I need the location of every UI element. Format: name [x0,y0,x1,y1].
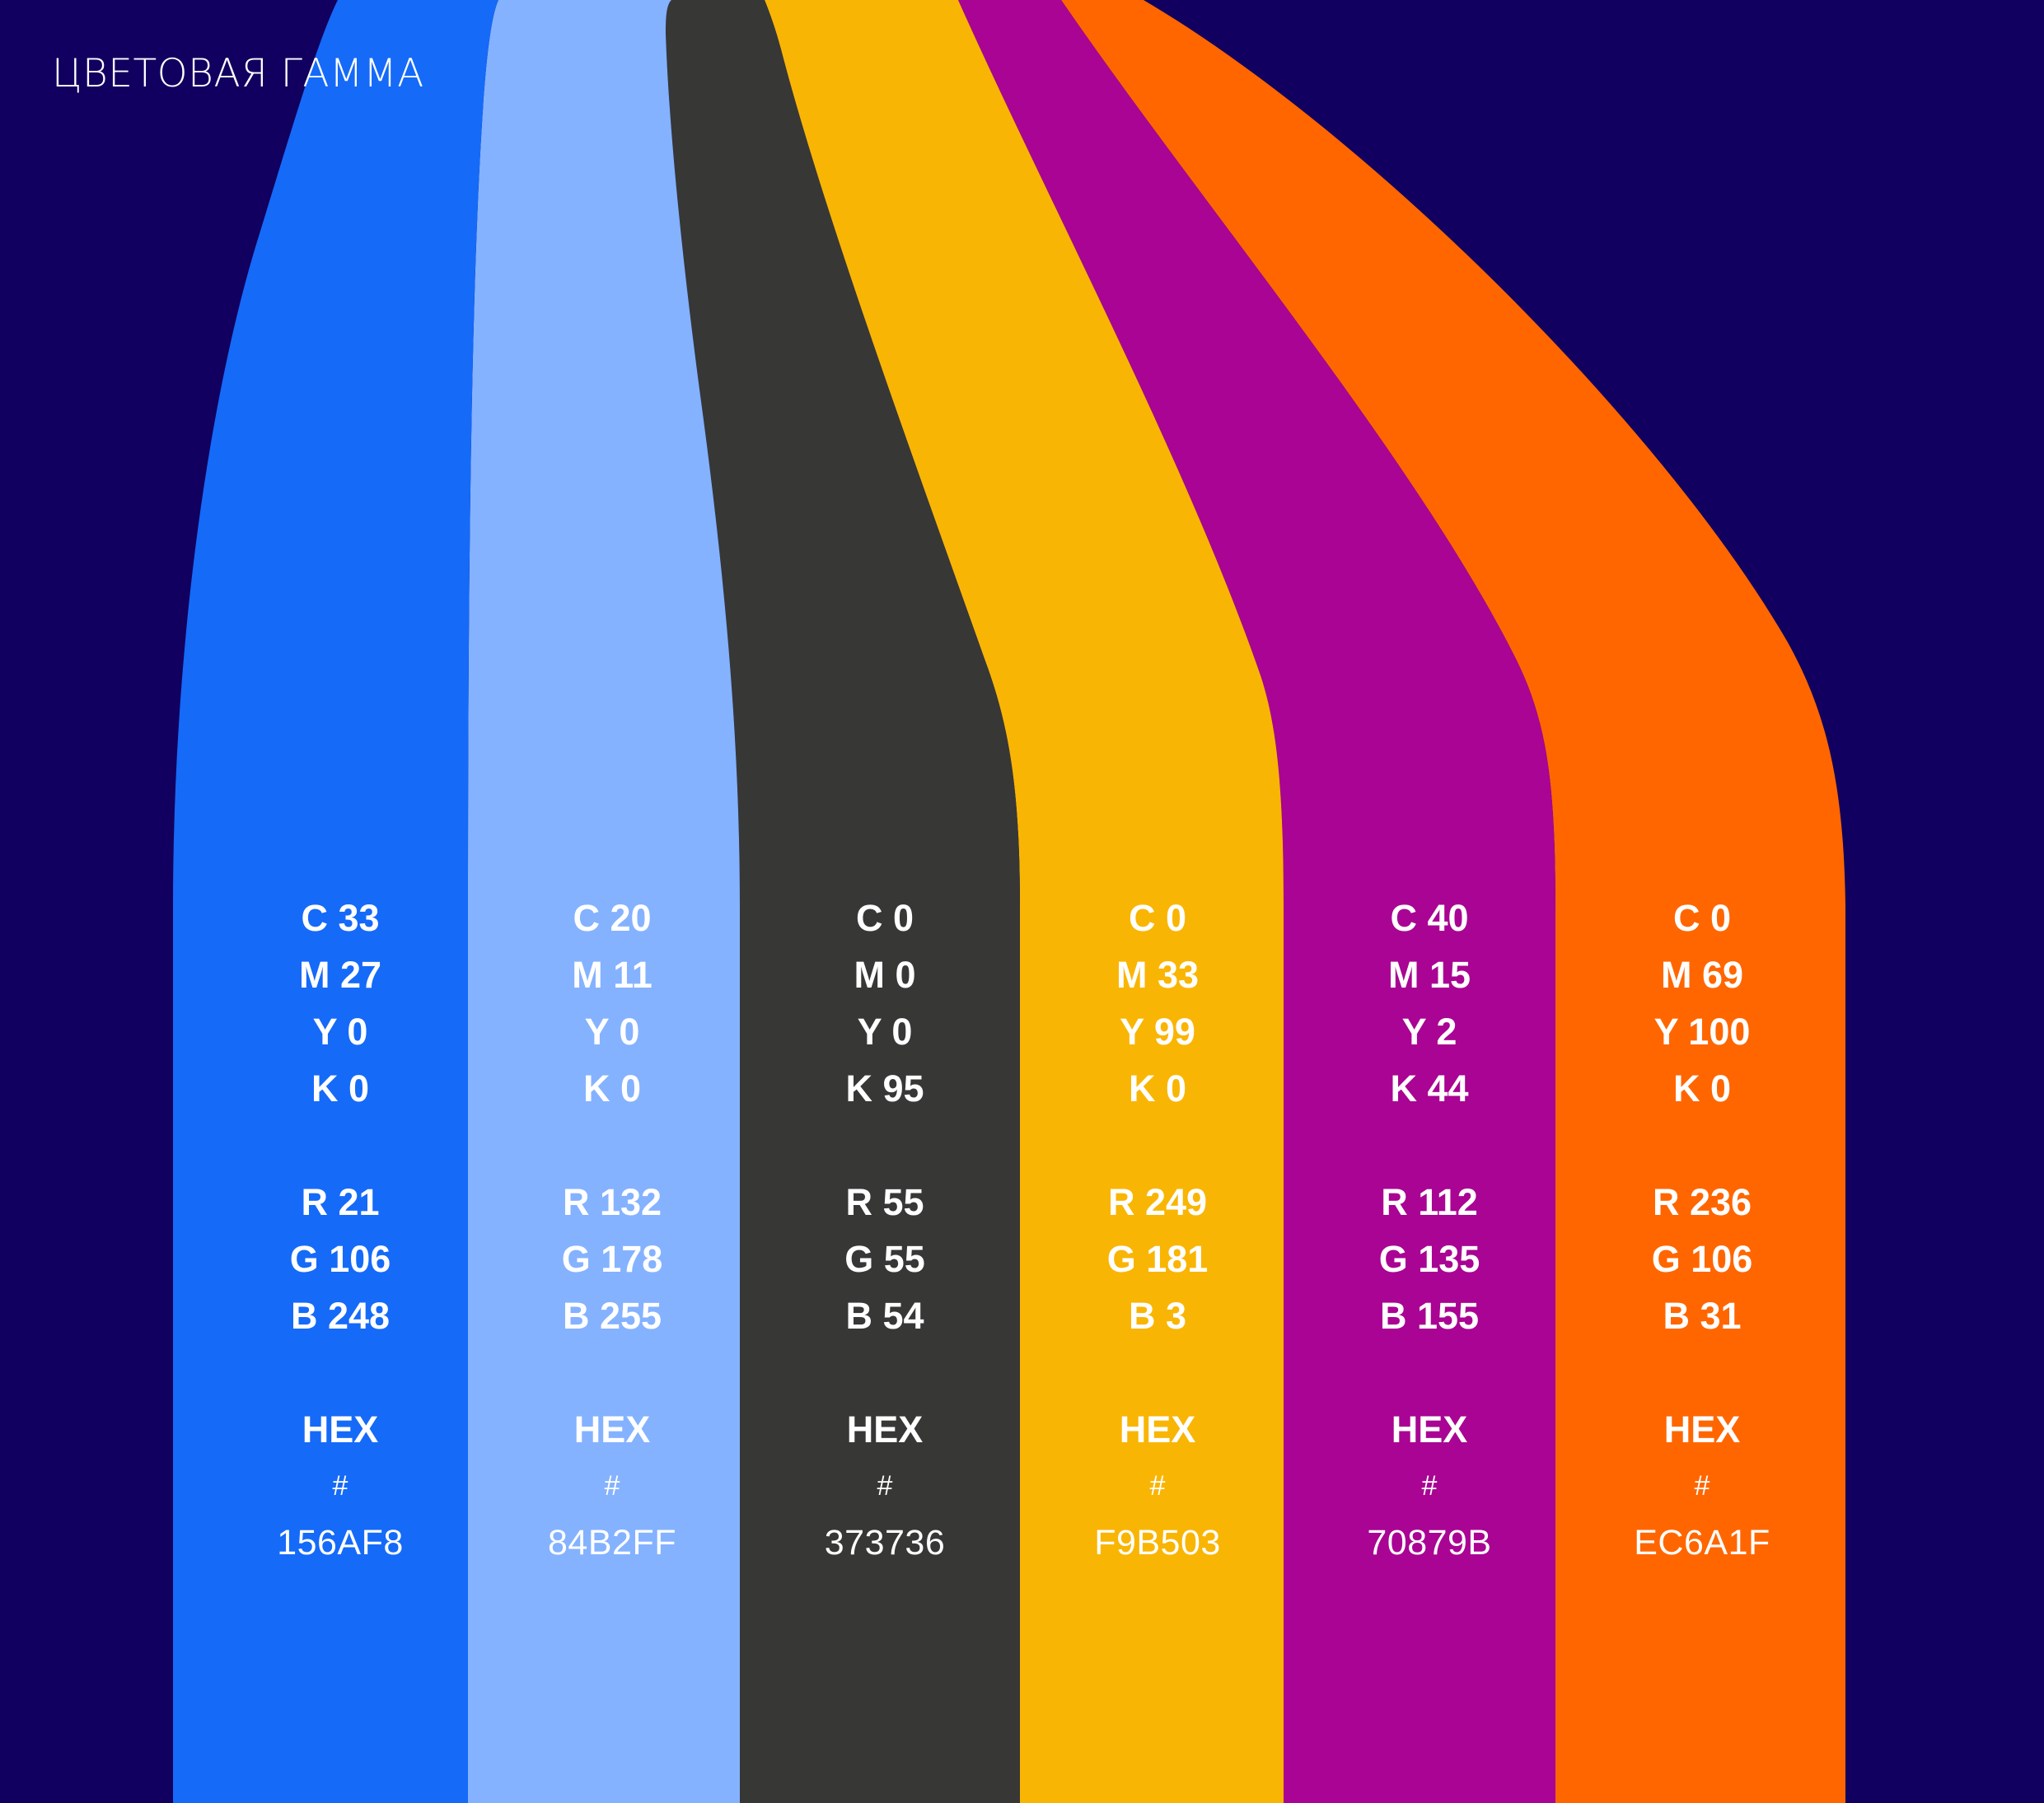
cmyk-y: Y 99 [1120,1011,1195,1053]
cmyk-c: C 0 [1672,897,1732,939]
cmyk-c: C 0 [855,897,914,939]
swatch-info-blue: C 33 M 27 Y 0 K 0 R 21 G 106 B 248 HEX #… [204,890,476,1572]
hex-value: F9B503 [1094,1523,1221,1562]
hex-hash: # [877,1470,893,1502]
cmyk-c: C 33 [301,897,380,939]
rgb-g: G 181 [1106,1238,1209,1280]
cmyk-m: M 33 [1116,954,1200,996]
cmyk-m: M 15 [1387,954,1471,996]
hex-label: HEX [573,1408,651,1450]
swatch-info-dark-gray: C 0 M 0 Y 0 K 95 R 55 G 55 B 54 HEX # 37… [749,890,1021,1572]
rgb-g: G 106 [289,1238,391,1280]
hex-value: EC6A1F [1634,1523,1770,1562]
rgb-r: R 249 [1107,1181,1208,1223]
hex-label: HEX [302,1408,379,1450]
swatch-info-magenta: C 40 M 15 Y 2 K 44 R 112 G 135 B 155 HEX… [1293,890,1565,1572]
hex-label: HEX [846,1408,924,1450]
hex-value: 70879B [1367,1523,1492,1562]
cmyk-c: C 20 [573,897,652,939]
cmyk-y: Y 100 [1653,1011,1751,1053]
cmyk-c: C 40 [1390,897,1469,939]
cmyk-k: K 0 [582,1067,642,1109]
rgb-b: B 248 [290,1295,391,1337]
cmyk-c: C 0 [1128,897,1187,939]
cmyk-y: Y 2 [1401,1011,1457,1053]
band-blue [173,0,498,1803]
rgb-g: G 55 [844,1238,925,1280]
hex-value: 373736 [824,1523,946,1562]
band-light-blue [468,0,740,1803]
cmyk-y: Y 0 [312,1011,368,1053]
rgb-b: B 31 [1663,1295,1742,1337]
hex-label: HEX [1391,1408,1468,1450]
rgb-r: R 55 [845,1181,924,1223]
cmyk-m: M 0 [854,954,916,996]
cmyk-m: M 69 [1660,954,1744,996]
rgb-b: B 155 [1379,1295,1480,1337]
rgb-r: R 132 [562,1181,662,1223]
rgb-r: R 236 [1652,1181,1752,1223]
cmyk-y: Y 0 [857,1011,913,1053]
rgb-b: B 255 [562,1295,662,1337]
hex-value: 156AF8 [277,1523,404,1562]
swatch-info-yellow: C 0 M 33 Y 99 K 0 R 249 G 181 B 3 HEX # … [1022,890,1293,1572]
band-yellow [765,0,1284,1803]
rgb-g: G 106 [1651,1238,1753,1280]
rgb-g: G 178 [561,1238,663,1280]
cmyk-m: M 27 [298,954,382,996]
rgb-g: G 135 [1378,1238,1480,1280]
cmyk-k: K 0 [1672,1067,1732,1109]
cmyk-k: K 0 [311,1067,370,1109]
rgb-b: B 3 [1128,1295,1187,1337]
hex-label: HEX [1119,1408,1196,1450]
cmyk-k: K 44 [1390,1067,1469,1109]
hex-hash: # [604,1470,620,1502]
hex-hash: # [1421,1470,1438,1502]
page-title: ЦВЕТОВАЯ ГАММА [52,51,424,96]
cmyk-k: K 0 [1128,1067,1187,1109]
hex-label: HEX [1663,1408,1741,1450]
hex-hash: # [332,1470,348,1502]
cmyk-m: M 11 [572,954,652,996]
band-magenta [958,0,1555,1803]
band-orange [1061,0,1845,1803]
hex-hash: # [1694,1470,1710,1502]
band-dark-gray [666,0,1020,1803]
cmyk-y: Y 0 [584,1011,640,1053]
hex-hash: # [1149,1470,1166,1502]
cmyk-k: K 95 [845,1067,924,1109]
swatch-info-light-blue: C 20 M 11 Y 0 K 0 R 132 G 178 B 255 HEX … [476,890,748,1572]
rgb-r: R 21 [301,1181,380,1223]
rgb-r: R 112 [1381,1181,1478,1223]
rgb-b: B 54 [845,1295,924,1337]
swatch-info-orange: C 0 M 69 Y 100 K 0 R 236 G 106 B 31 HEX … [1566,890,1838,1572]
hex-value: 84B2FF [548,1523,676,1562]
